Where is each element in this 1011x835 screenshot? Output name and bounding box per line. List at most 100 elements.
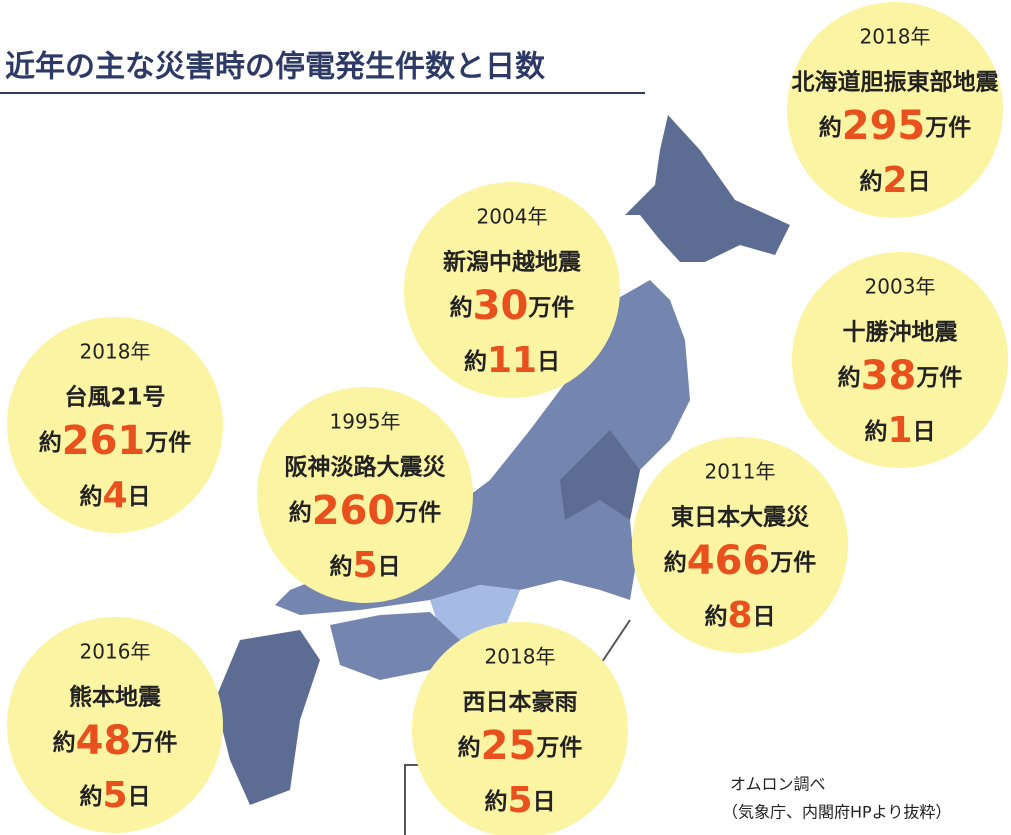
days-unit: 日 [537,349,560,375]
days-line: 約1日 [864,410,935,451]
bubble [404,182,620,398]
days-unit: 日 [913,419,936,445]
days-unit: 日 [533,789,556,815]
days-prefix: 約 [329,553,352,580]
count-unit: 万件 [916,365,962,391]
bubble [787,2,1003,218]
days-prefix: 約 [859,168,882,195]
bubble [792,252,1008,468]
event-year: 2018年 [80,340,151,364]
days-prefix: 約 [864,418,887,445]
days-value: 8 [727,595,752,636]
count-value: 30 [473,283,529,329]
count-prefix: 約 [53,729,76,756]
count-prefix: 約 [458,734,481,761]
days-line: 約2日 [859,160,930,201]
event-name: 新潟中越地震 [443,249,582,276]
bubble [257,387,473,603]
count-unit: 万件 [528,295,574,321]
count-prefix: 約 [664,549,687,576]
days-line: 約5日 [79,775,150,816]
days-value: 4 [102,475,127,516]
count-value: 25 [481,723,537,769]
days-line: 約8日 [704,595,775,636]
days-unit: 日 [128,784,151,810]
count-unit: 万件 [395,500,441,526]
events: 2018年北海道胆振東部地震約295万件約2日2004年新潟中越地震約30万件約… [7,2,1008,835]
count-line: 約466万件 [664,538,817,584]
bubble [632,437,848,653]
count-prefix: 約 [819,114,842,141]
days-prefix: 約 [484,788,507,815]
count-unit: 万件 [131,730,177,756]
days-unit: 日 [908,169,931,195]
count-prefix: 約 [450,294,473,321]
shikoku [330,612,460,680]
count-unit: 万件 [145,430,191,456]
days-unit: 日 [753,604,776,630]
count-line: 約295万件 [819,103,972,149]
count-unit: 万件 [770,550,816,576]
days-unit: 日 [128,484,151,510]
days-value: 5 [352,545,377,586]
days-line: 約5日 [329,545,400,586]
event-name: 熊本地震 [69,684,162,711]
event-name: 十勝沖地震 [843,319,959,346]
event-name: 北海道胆振東部地震 [792,69,1000,96]
event-name: 台風21号 [64,384,165,411]
count-line: 約30万件 [450,283,575,329]
days-value: 1 [887,410,912,451]
days-prefix: 約 [79,483,102,510]
event-year: 2018年 [860,25,931,49]
count-line: 約261万件 [39,418,192,464]
days-line: 約4日 [79,475,150,516]
count-value: 38 [861,353,917,399]
event-name: 西日本豪雨 [463,689,578,716]
count-line: 約48万件 [53,718,178,764]
event-name: 阪神淡路大震災 [285,454,447,481]
days-value: 2 [882,160,907,201]
count-value: 466 [687,538,771,584]
days-unit: 日 [378,554,401,580]
count-unit: 万件 [536,735,582,761]
days-value: 5 [507,780,532,821]
count-value: 261 [62,418,146,464]
days-value: 5 [102,775,127,816]
days-line: 約11日 [464,340,560,381]
event-year: 2003年 [865,275,936,299]
bubble [412,622,628,835]
count-value: 295 [842,103,926,149]
days-prefix: 約 [704,603,727,630]
days-line: 約5日 [484,780,555,821]
days-prefix: 約 [464,348,487,375]
event-year: 1995年 [330,410,401,434]
tohoku-region [560,430,640,520]
count-unit: 万件 [925,115,971,141]
event-name: 東日本大震災 [671,505,810,531]
count-line: 約25万件 [458,723,583,769]
bubble [7,317,223,533]
source-line: オムロン調べ [730,775,826,794]
count-prefix: 約 [289,499,312,526]
event-year: 2004年 [477,205,548,229]
leader-line [599,619,631,666]
kyushu [215,630,320,805]
title: 近年の主な災害時の停電発生件数と日数 [5,50,546,85]
count-value: 260 [312,488,396,534]
count-prefix: 約 [39,429,62,456]
source-line: （気象庁、内閣府HPより抜粋） [722,803,951,822]
count-prefix: 約 [838,364,861,391]
count-line: 約38万件 [838,353,963,399]
count-line: 約260万件 [289,488,442,534]
event-year: 2016年 [80,640,151,664]
hokkaido [625,115,790,262]
